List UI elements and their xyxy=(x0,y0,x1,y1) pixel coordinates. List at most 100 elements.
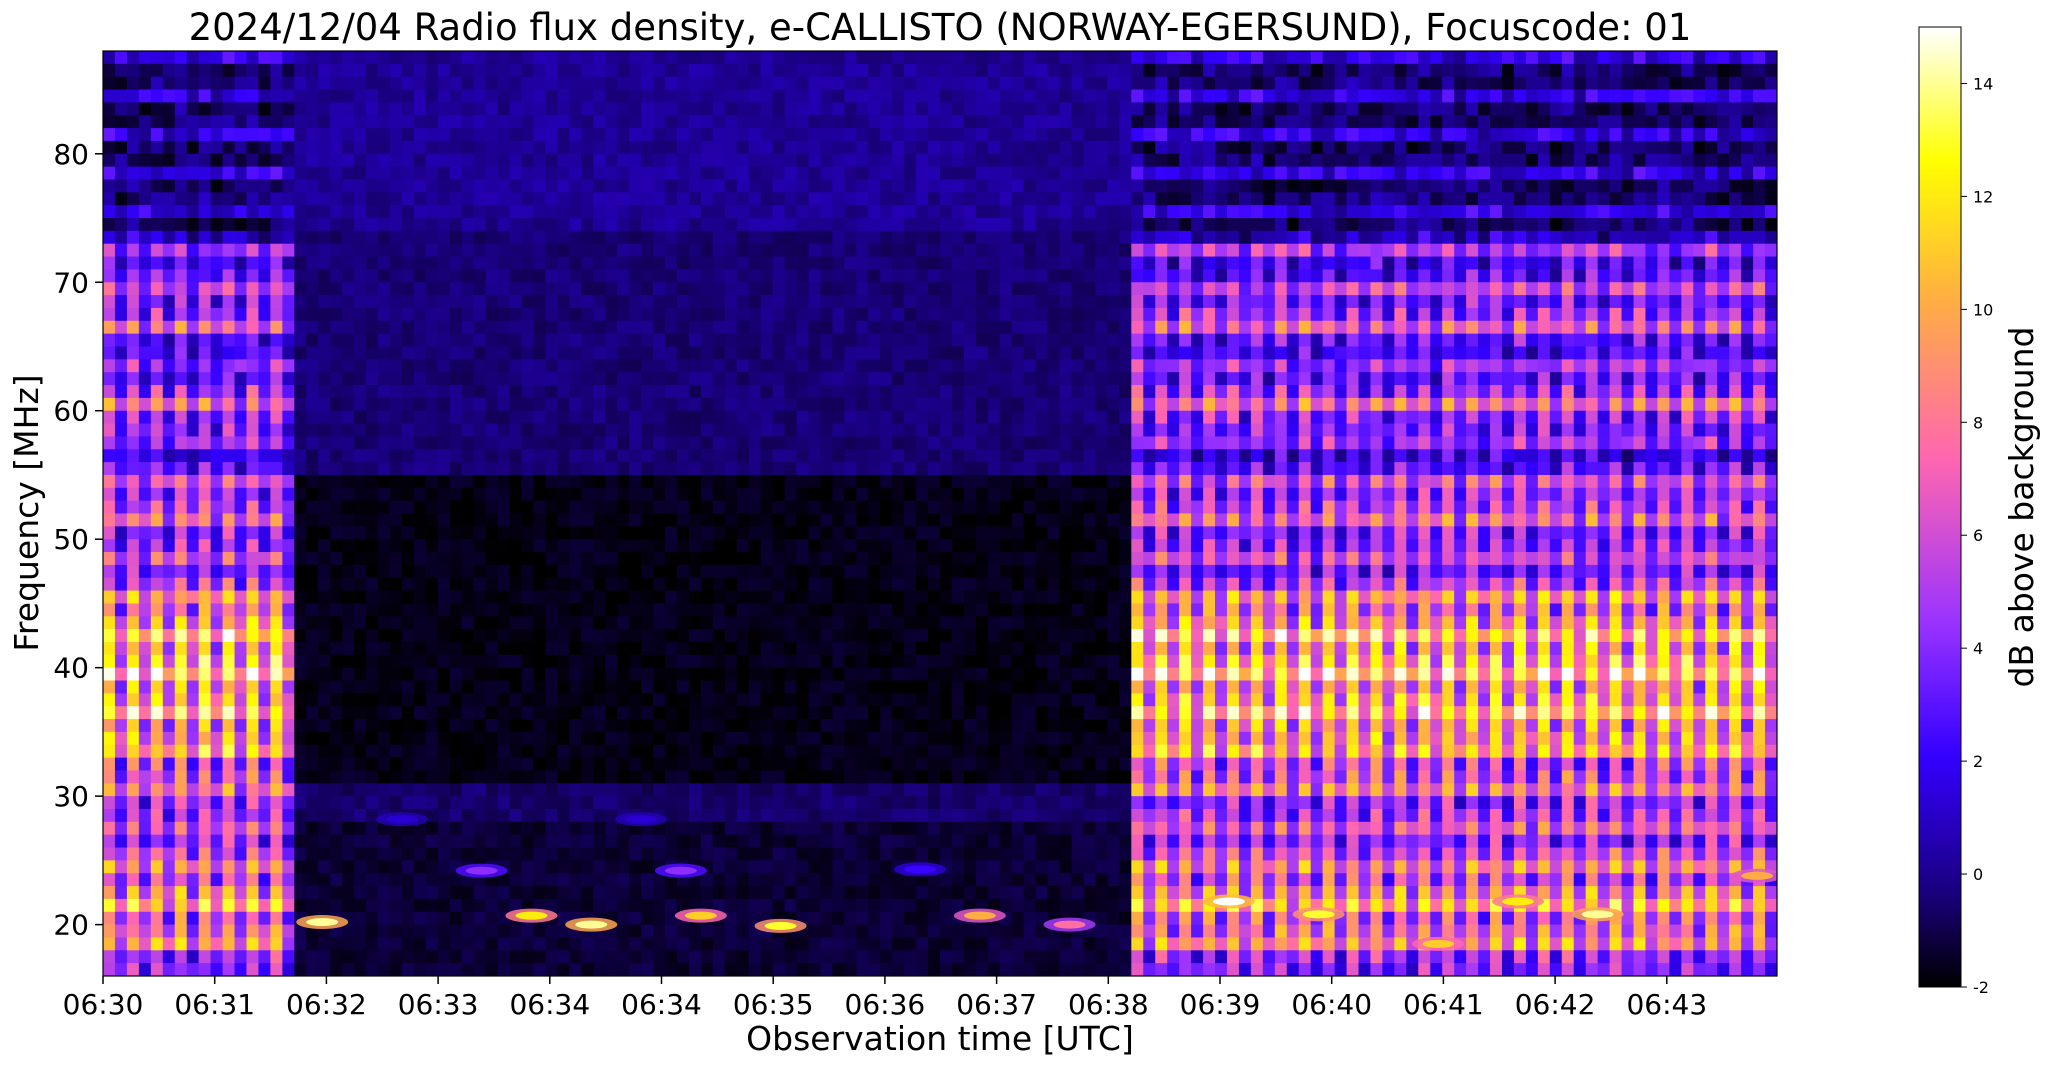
heatmap-cell xyxy=(1191,63,1204,78)
heatmap-cell xyxy=(282,423,295,438)
heatmap-cell xyxy=(844,500,857,515)
heatmap-cell xyxy=(760,410,774,425)
heatmap-cell xyxy=(1203,179,1216,193)
heatmap-cell xyxy=(1621,128,1635,142)
heatmap-cell xyxy=(198,500,212,515)
heatmap-cell xyxy=(916,51,929,65)
heatmap-cell xyxy=(437,102,451,116)
heatmap-cell xyxy=(1430,385,1443,399)
heatmap-cell xyxy=(641,487,654,502)
heatmap-cell xyxy=(126,76,140,91)
heatmap-cell xyxy=(772,474,786,489)
heatmap-cell xyxy=(1071,192,1085,206)
heatmap-cell xyxy=(114,346,128,360)
heatmap-cell xyxy=(138,449,152,463)
heatmap-cell xyxy=(330,153,343,168)
heatmap-cell xyxy=(653,51,666,65)
heatmap-cell xyxy=(366,205,379,219)
heatmap-cell xyxy=(1322,269,1336,283)
heatmap-cell xyxy=(963,372,977,386)
heatmap-cell xyxy=(1513,269,1527,283)
heatmap-cell xyxy=(330,500,343,515)
heatmap-cell xyxy=(1585,166,1599,181)
heatmap-cell xyxy=(1717,333,1730,348)
heatmap-cell xyxy=(593,230,606,245)
heatmap-cell xyxy=(987,372,1001,386)
heatmap-cell xyxy=(1501,282,1515,296)
heatmap-cell xyxy=(1525,153,1539,168)
heatmap-cell xyxy=(593,205,606,219)
heatmap-cell xyxy=(1059,333,1073,348)
heatmap-cell xyxy=(1418,295,1431,309)
heatmap-cell xyxy=(617,89,630,103)
heatmap-cell xyxy=(1035,320,1049,335)
heatmap-cell xyxy=(712,500,726,515)
heatmap-cell xyxy=(820,63,833,78)
heatmap-cell xyxy=(641,410,654,425)
heatmap-cell xyxy=(1633,307,1647,322)
heatmap-cell xyxy=(1729,76,1742,91)
heatmap-cell xyxy=(1573,397,1587,412)
heatmap-cell xyxy=(1513,474,1527,489)
heatmap-cell xyxy=(1669,140,1682,155)
heatmap-cell xyxy=(533,449,547,463)
heatmap-cell xyxy=(724,269,738,283)
heatmap-cell xyxy=(700,462,714,476)
heatmap-cell xyxy=(1729,153,1742,168)
heatmap-cell xyxy=(1215,63,1228,78)
heatmap-cell xyxy=(330,243,343,258)
heatmap-cell xyxy=(557,63,570,78)
heatmap-cell xyxy=(629,295,642,309)
heatmap-cell xyxy=(294,359,307,373)
heatmap-cell xyxy=(1513,462,1527,476)
heatmap-cell xyxy=(904,462,917,476)
heatmap-cell xyxy=(138,269,152,283)
heatmap-cell xyxy=(1179,166,1192,181)
heatmap-cell xyxy=(138,487,152,502)
heatmap-cell xyxy=(796,153,810,168)
heatmap-cell xyxy=(760,218,774,232)
heatmap-cell xyxy=(246,76,260,91)
heatmap-cell xyxy=(1143,474,1156,489)
heatmap-cell xyxy=(497,243,511,258)
heatmap-cell xyxy=(378,218,391,232)
heatmap-cell xyxy=(1215,372,1228,386)
heatmap-cell xyxy=(1083,166,1097,181)
heatmap-cell xyxy=(1621,449,1635,463)
heatmap-cell xyxy=(1430,423,1443,438)
heatmap-cell xyxy=(1633,192,1647,206)
heatmap-cell xyxy=(653,397,666,412)
heatmap-cell xyxy=(975,128,989,142)
heatmap-cell xyxy=(246,372,260,386)
heatmap-cell xyxy=(1059,230,1073,245)
heatmap-cell xyxy=(1095,385,1108,399)
heatmap-cell xyxy=(138,346,152,360)
heatmap-cell xyxy=(569,51,582,65)
heatmap-cell xyxy=(521,140,535,155)
heatmap-cell xyxy=(1501,76,1515,91)
heatmap-cell xyxy=(1191,333,1204,348)
heatmap-cell xyxy=(1609,423,1623,438)
heatmap-cell xyxy=(832,89,845,103)
heatmap-cell xyxy=(461,372,475,386)
heatmap-cell xyxy=(1346,205,1360,219)
heatmap-cell xyxy=(1011,295,1025,309)
heatmap-cell xyxy=(593,140,606,155)
heatmap-cell xyxy=(892,500,905,515)
heatmap-cell xyxy=(103,179,116,193)
heatmap-cell xyxy=(963,115,977,129)
heatmap-cell xyxy=(1573,243,1587,258)
heatmap-cell xyxy=(1501,51,1515,65)
heatmap-cell xyxy=(880,410,893,425)
heatmap-cell xyxy=(724,51,738,65)
heatmap-cell xyxy=(1717,166,1730,181)
heatmap-cell xyxy=(234,153,248,168)
heatmap-cell xyxy=(114,295,128,309)
heatmap-cell xyxy=(473,385,487,399)
heatmap-cell xyxy=(784,410,798,425)
heatmap-cell xyxy=(1513,436,1527,450)
heatmap-cell xyxy=(736,179,750,193)
heatmap-cell xyxy=(1310,372,1324,386)
heatmap-cell xyxy=(844,243,857,258)
heatmap-cell xyxy=(198,166,212,181)
